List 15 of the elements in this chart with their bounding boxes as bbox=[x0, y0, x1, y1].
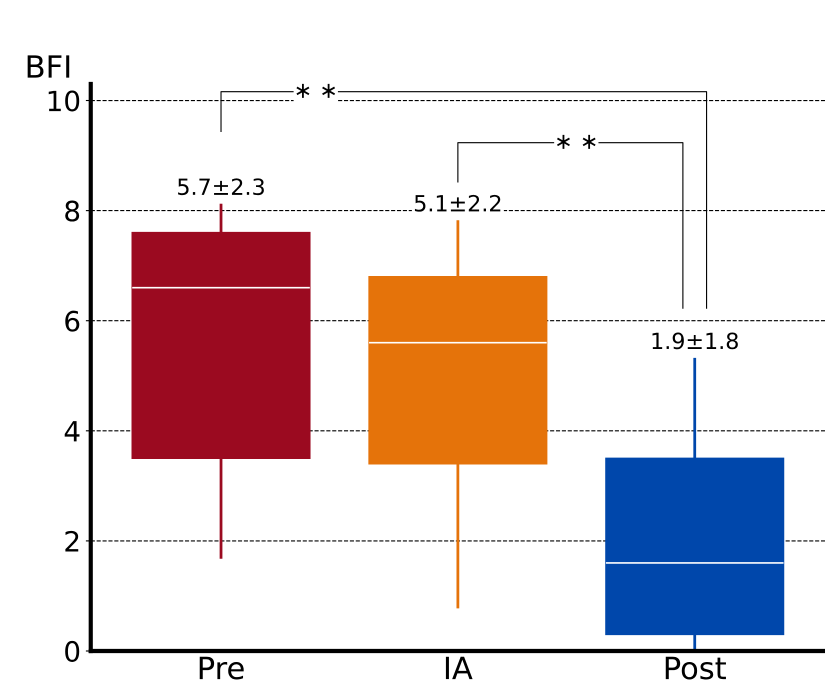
y-tick-label: 6 bbox=[65, 310, 80, 332]
annotation: ∗ ∗ bbox=[296, 84, 336, 98]
x-tick-label: IA bbox=[446, 656, 473, 680]
annotation: 5.7±2.3 bbox=[178, 178, 264, 196]
y-tick-label: 0 bbox=[65, 640, 80, 662]
y-axis-title: BFI bbox=[28, 55, 70, 78]
annotation: 5.1±2.2 bbox=[414, 194, 500, 212]
y-tick-label: 10 bbox=[48, 90, 80, 112]
x-tick-label: Pre bbox=[200, 656, 244, 680]
annotation: 1.9±1.8 bbox=[652, 332, 738, 350]
x-tick-label: Post bbox=[666, 656, 726, 680]
y-tick-label: 2 bbox=[65, 530, 78, 552]
annotation: ∗ ∗ bbox=[556, 134, 596, 149]
y-tick-label: 8 bbox=[65, 200, 80, 222]
y-tick-label: 4 bbox=[64, 421, 80, 442]
